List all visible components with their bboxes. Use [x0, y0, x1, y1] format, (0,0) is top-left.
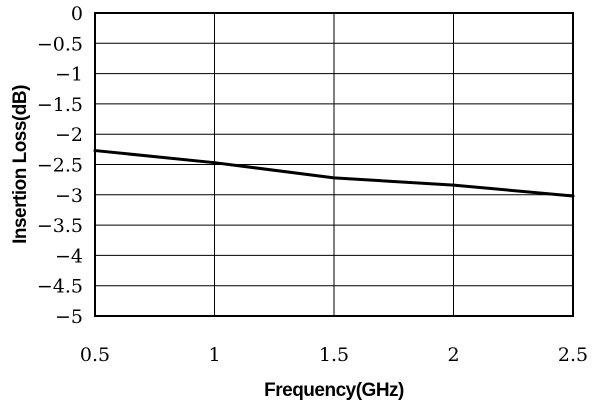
- x-tick-label: 2.5: [558, 344, 588, 366]
- y-tick-label: −4: [55, 245, 83, 267]
- data-point: [213, 161, 216, 165]
- y-tick-label: −2: [55, 124, 83, 146]
- x-tick-label: 2: [447, 344, 459, 366]
- y-tick-labels: 0 −0.5 −1 −1.5 −2 −2.5 −3 −3.5 −4 −4.5 −5: [37, 3, 83, 328]
- x-tick-label: 1: [208, 344, 220, 366]
- y-tick-label: −0.5: [37, 33, 83, 55]
- y-tick-label: −5: [55, 306, 83, 328]
- series-layer: [93, 149, 575, 198]
- y-tick-label: −1: [55, 64, 83, 86]
- plot-frame: [94, 12, 574, 317]
- y-axis-title: Insertion Loss(dB): [10, 85, 31, 244]
- data-point: [452, 183, 455, 187]
- x-axis-title: Frequency(GHz): [264, 380, 404, 401]
- y-tick-label: −1.5: [37, 94, 83, 116]
- x-tick-label: 0.5: [80, 344, 110, 366]
- x-tick-label: 1.5: [319, 344, 349, 366]
- y-tick-label: −3: [55, 185, 83, 207]
- data-point: [332, 176, 336, 180]
- grid: [94, 12, 574, 317]
- x-tick-labels: 0.5 1 1.5 2 2.5: [80, 344, 588, 366]
- y-tick-label: −2.5: [37, 155, 83, 177]
- y-tick-label: 0: [71, 3, 83, 25]
- data-point: [93, 149, 97, 153]
- y-tick-label: −4.5: [37, 276, 83, 298]
- y-tick-label: −3.5: [37, 215, 83, 237]
- data-point: [571, 194, 575, 198]
